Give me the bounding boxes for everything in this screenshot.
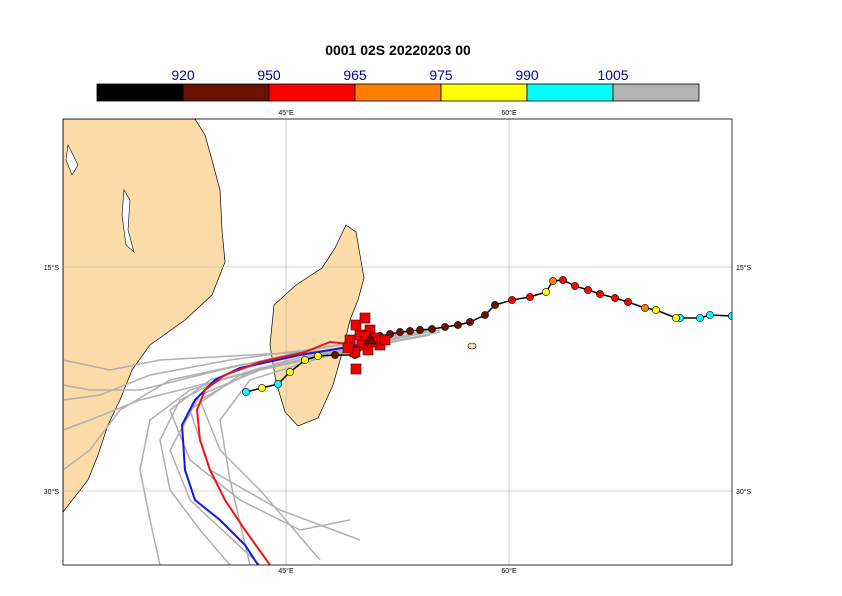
lat-label: 15°S xyxy=(736,264,752,272)
colorbar-swatch xyxy=(96,83,184,102)
lat-label: 15°S xyxy=(44,264,60,272)
analysis-position xyxy=(363,333,377,345)
track-point xyxy=(728,312,732,320)
track-point xyxy=(454,321,462,329)
ensemble-mean-track xyxy=(180,344,361,565)
forecast-position xyxy=(350,363,362,375)
lake xyxy=(65,143,79,176)
graticule xyxy=(63,119,732,565)
lake xyxy=(121,189,135,253)
colorbar-label: 920 xyxy=(171,67,195,83)
madagascar xyxy=(269,224,365,427)
track-point xyxy=(559,276,567,284)
lat-label: 30°S xyxy=(736,488,752,496)
track-point xyxy=(466,318,474,326)
colorbar-label: 950 xyxy=(257,67,281,83)
forecast-position xyxy=(350,319,362,331)
track-point xyxy=(596,290,604,298)
forecast-position xyxy=(359,312,371,324)
colorbar-label: 975 xyxy=(429,67,453,83)
track-point xyxy=(624,298,632,306)
track-point xyxy=(406,327,414,335)
africa xyxy=(63,119,226,513)
lon-label: 60°E xyxy=(501,567,517,575)
track-point xyxy=(286,368,294,376)
track-point xyxy=(301,356,309,364)
track-point xyxy=(314,352,322,360)
forecast-position xyxy=(379,334,391,346)
lon-label: 45°E xyxy=(278,109,294,117)
track-point xyxy=(441,323,449,331)
track-point xyxy=(549,277,557,285)
colorbar-label: 1005 xyxy=(597,67,628,83)
track-point xyxy=(481,311,489,319)
track-point xyxy=(526,293,534,301)
track-point xyxy=(491,301,499,309)
lat-label: 30°S xyxy=(44,488,60,496)
track-point xyxy=(416,326,424,334)
track-point xyxy=(641,304,649,312)
title: 0001 02S 20220203 00 xyxy=(325,42,471,58)
colorbar-swatch xyxy=(182,83,270,102)
colorbar-label: 990 xyxy=(515,67,539,83)
lon-label: 45°E xyxy=(278,567,294,575)
lon-label: 60°E xyxy=(501,109,517,117)
control-track xyxy=(195,340,361,565)
track-point xyxy=(571,282,579,290)
track-point xyxy=(696,314,704,322)
island xyxy=(467,342,477,350)
colorbar-swatch xyxy=(440,83,528,102)
track-point xyxy=(672,314,680,322)
track-point xyxy=(706,311,714,319)
colorbar-swatch xyxy=(268,83,356,102)
track-point xyxy=(396,328,404,336)
track-point xyxy=(258,384,266,392)
map-content xyxy=(63,119,732,565)
track-point xyxy=(331,351,339,359)
track-point xyxy=(274,380,282,388)
track-point xyxy=(508,296,516,304)
track-point xyxy=(542,288,550,296)
colorbar-swatch xyxy=(354,83,442,102)
colorbar-swatch xyxy=(612,83,700,102)
track-point xyxy=(242,388,250,396)
track-point xyxy=(652,306,660,314)
track-point xyxy=(611,294,619,302)
colorbar: 920 950 965 975 990 1005 xyxy=(96,67,700,102)
observed-track xyxy=(242,276,732,396)
map-frame xyxy=(62,118,733,566)
forecast-position xyxy=(342,342,354,354)
track-point xyxy=(584,286,592,294)
colorbar-label: 965 xyxy=(343,67,367,83)
track-point xyxy=(428,325,436,333)
colorbar-swatch xyxy=(526,83,614,102)
